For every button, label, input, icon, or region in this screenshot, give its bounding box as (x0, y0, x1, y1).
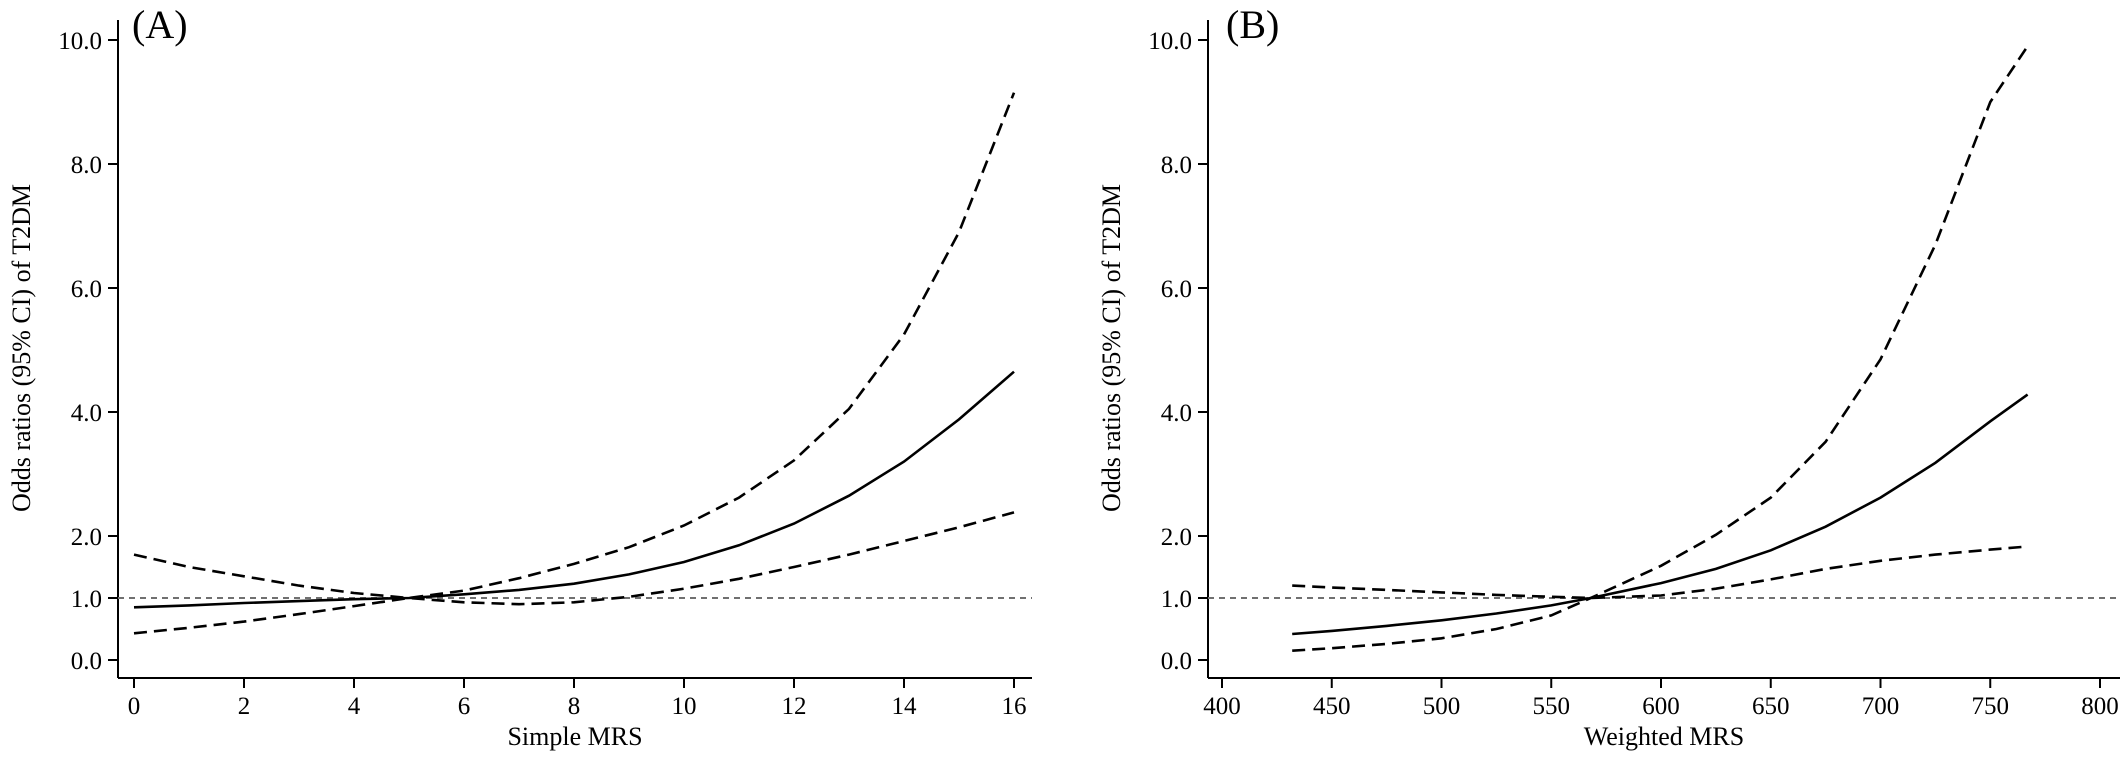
panel-a-y-ticks: 0.0 1.0 2.0 4.0 6.0 8.0 10.0 (58, 28, 118, 675)
panel-b-y-tick-label: 6.0 (1161, 276, 1192, 303)
panel-a-x-tick-label: 10 (672, 693, 697, 720)
panel-a-y-tick-label: 0.0 (71, 648, 102, 675)
panel-b: (B) 400 450 500 550 600 650 700 750 800 0.0 1.0 2.… (1097, 2, 2120, 751)
panel-a-y-tick-label: 8.0 (71, 152, 102, 179)
panel-b-y-tick-label: 8.0 (1161, 152, 1192, 179)
panel-a-x-tick-label: 16 (1002, 693, 1027, 720)
panel-b-x-tick-label: 600 (1642, 693, 1680, 720)
panel-b-x-tick-label: 650 (1752, 693, 1790, 720)
panel-b-x-tick-label: 500 (1423, 693, 1461, 720)
panel-a-x-tick-label: 8 (568, 693, 581, 720)
panel-a-x-tick-label: 2 (238, 693, 251, 720)
panel-a-y-tick-label: 1.0 (71, 586, 102, 613)
panel-b-y-tick-label: 10.0 (1148, 28, 1192, 55)
panel-a-x-tick-label: 14 (892, 693, 918, 720)
panel-a-y-title: Odds ratios (95% CI) of T2DM (7, 184, 36, 512)
panel-a-x-tick-label: 12 (782, 693, 807, 720)
panel-b-series (1292, 45, 2029, 652)
panel-a-x-tick-label: 0 (128, 693, 141, 720)
panel-a-x-ticks: 0 2 4 6 8 10 12 14 16 (128, 678, 1027, 720)
panel-a-label: (A) (132, 2, 188, 47)
panel-a-upper-ci-line (133, 92, 1016, 600)
panel-b-y-tick-label: 0.0 (1161, 648, 1192, 675)
panel-b-y-ticks: 0.0 1.0 2.0 4.0 6.0 8.0 10.0 (1148, 28, 1208, 675)
panel-b-estimate-line (1292, 393, 2029, 636)
panel-a-estimate-line (133, 370, 1015, 609)
panel-b-x-tick-label: 700 (1862, 693, 1900, 720)
panel-b-x-title: Weighted MRS (1584, 722, 1744, 751)
panel-b-x-tick-label: 750 (1972, 693, 2010, 720)
panel-b-y-tick-label: 2.0 (1161, 524, 1192, 551)
panel-b-upper-ci-line (1292, 45, 2029, 652)
panel-a-series (133, 92, 1016, 635)
panel-b-y-tick-label: 4.0 (1161, 400, 1192, 427)
panel-a-x-tick-label: 4 (348, 693, 361, 720)
panel-a-y-tick-label: 2.0 (71, 524, 102, 551)
panel-a-y-tick-label: 4.0 (71, 400, 102, 427)
panel-b-x-tick-label: 550 (1533, 693, 1571, 720)
panel-b-y-title: Odds ratios (95% CI) of T2DM (1097, 184, 1126, 512)
panel-b-lower-ci-line (1292, 545, 2028, 600)
panel-a-y-tick-label: 6.0 (71, 276, 102, 303)
panel-a-y-tick-label: 10.0 (58, 28, 102, 55)
panel-a-lower-ci-line (133, 511, 1015, 635)
panel-b-label: (B) (1226, 2, 1279, 47)
panel-b-x-tick-label: 400 (1203, 693, 1241, 720)
panel-b-x-ticks: 400 450 500 550 600 650 700 750 800 (1203, 678, 2119, 720)
panel-b-x-tick-label: 800 (2081, 693, 2119, 720)
panel-b-x-tick-label: 450 (1313, 693, 1351, 720)
panel-a-x-title: Simple MRS (507, 722, 642, 751)
panel-a: (A) 0 2 4 6 8 10 12 14 16 0.0 1.0 2.0 4.0 6.0 8.0 10.0… (7, 2, 1032, 751)
panel-b-y-tick-label: 1.0 (1161, 586, 1192, 613)
panel-a-x-tick-label: 6 (458, 693, 471, 720)
